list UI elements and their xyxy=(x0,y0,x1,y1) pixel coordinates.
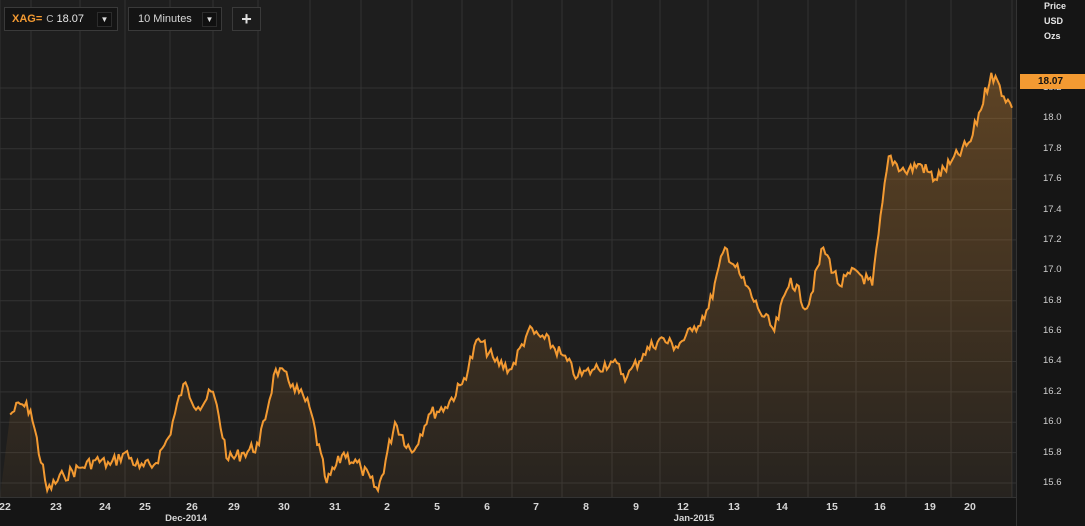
axis-header-price: Price xyxy=(1044,1,1067,11)
y-tick-label: 16.4 xyxy=(1043,355,1062,367)
y-tick-label: 16.2 xyxy=(1043,385,1062,397)
x-tick-label: 9 xyxy=(633,501,639,513)
x-tick-label: 7 xyxy=(533,501,539,513)
y-tick-label: 17.6 xyxy=(1043,173,1062,185)
x-tick-label: 13 xyxy=(728,501,740,513)
x-axis xyxy=(0,497,1016,526)
y-tick-label: 16.0 xyxy=(1043,416,1062,428)
x-tick-label: 30 xyxy=(278,501,290,513)
x-tick-label: 22 xyxy=(0,501,11,513)
x-tick-label: 25 xyxy=(139,501,151,513)
y-tick-label: 17.4 xyxy=(1043,203,1062,215)
x-tick-label: 26 xyxy=(186,501,198,513)
x-tick-label: 16 xyxy=(874,501,886,513)
x-tick-label: 24 xyxy=(99,501,111,513)
x-tick-label: 12 xyxy=(677,501,689,513)
axis-header-currency: USD xyxy=(1044,16,1064,26)
add-button[interactable]: + xyxy=(232,7,261,31)
price-area-fill xyxy=(0,72,1012,497)
close-label: C xyxy=(46,13,54,25)
y-tick-label: 17.8 xyxy=(1043,142,1062,154)
x-tick-label: 8 xyxy=(583,501,589,513)
price-series-line xyxy=(9,72,1013,495)
y-tick-label: 16.8 xyxy=(1043,294,1062,306)
x-tick-label: 29 xyxy=(228,501,240,513)
y-tick-label: 17.0 xyxy=(1043,264,1062,276)
interval-value: 10 Minutes xyxy=(138,13,192,25)
chevron-down-icon[interactable]: ▼ xyxy=(97,12,112,27)
y-tick-label: 15.8 xyxy=(1043,446,1062,458)
x-tick-label: 23 xyxy=(50,501,62,513)
plus-icon: + xyxy=(241,8,252,29)
chart-plot-area[interactable] xyxy=(0,0,1016,497)
x-tick-label: 15 xyxy=(826,501,838,513)
x-tick-label: 31 xyxy=(329,501,341,513)
x-tick-label: 19 xyxy=(924,501,936,513)
chevron-down-icon[interactable]: ▼ xyxy=(202,12,217,27)
symbol-selector[interactable]: XAG= C 18.07 ▼ xyxy=(4,7,118,31)
month-label: Jan-2015 xyxy=(673,513,715,524)
y-tick-label: 16.6 xyxy=(1043,325,1062,337)
month-label: Dec-2014 xyxy=(165,513,207,524)
symbol-ric: XAG= xyxy=(12,13,43,25)
close-value: 18.07 xyxy=(56,13,85,25)
x-tick-label: 2 xyxy=(384,501,390,513)
y-tick-label: 15.6 xyxy=(1043,477,1062,488)
x-tick-label: 6 xyxy=(484,501,490,513)
y-tick-label: 18.0 xyxy=(1043,112,1062,124)
x-tick-label: 5 xyxy=(434,501,440,513)
axis-header-unit: Ozs xyxy=(1044,31,1061,41)
last-price-tag: 18.07 xyxy=(1020,74,1085,89)
x-tick-label: 14 xyxy=(776,501,788,513)
x-tick-label: 20 xyxy=(964,501,976,513)
price-chart xyxy=(0,0,1016,497)
interval-selector[interactable]: 10 Minutes ▼ xyxy=(128,7,222,31)
y-tick-label: 17.2 xyxy=(1043,233,1062,245)
